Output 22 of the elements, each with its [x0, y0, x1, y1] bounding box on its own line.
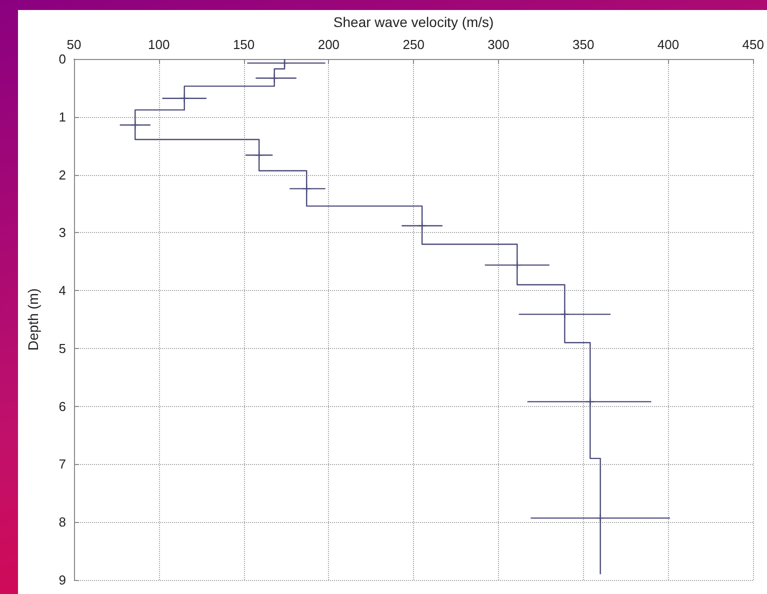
x-tick-label: 300: [488, 37, 510, 52]
x-tick-label: 400: [657, 37, 680, 52]
x-tick-label: 50: [66, 37, 82, 52]
y-tick-label: 8: [58, 514, 66, 530]
x-tick-label: 450: [742, 37, 764, 52]
x-tick-label: 250: [402, 37, 424, 52]
x-axis-title: Shear wave velocity (m/s): [333, 14, 494, 30]
y-tick-label: 2: [58, 167, 66, 182]
y-tick-label: 1: [58, 109, 66, 124]
y-tick-label: 5: [58, 340, 66, 356]
y-tick-label: 9: [58, 572, 66, 588]
y-tick-label: 0: [58, 52, 66, 66]
y-axis-title: Depth (m): [25, 288, 41, 351]
x-tick-label: 200: [318, 37, 340, 52]
y-tick-label: 4: [58, 283, 66, 298]
x-tick-label: 100: [148, 37, 170, 52]
y-tick-label: 3: [58, 225, 66, 240]
line-series: [134, 58, 601, 575]
x-tick-label: 150: [232, 37, 255, 52]
y-tick-label: 7: [58, 456, 66, 472]
x-tick-label: 350: [572, 37, 594, 52]
y-tick-label: 6: [58, 398, 66, 414]
